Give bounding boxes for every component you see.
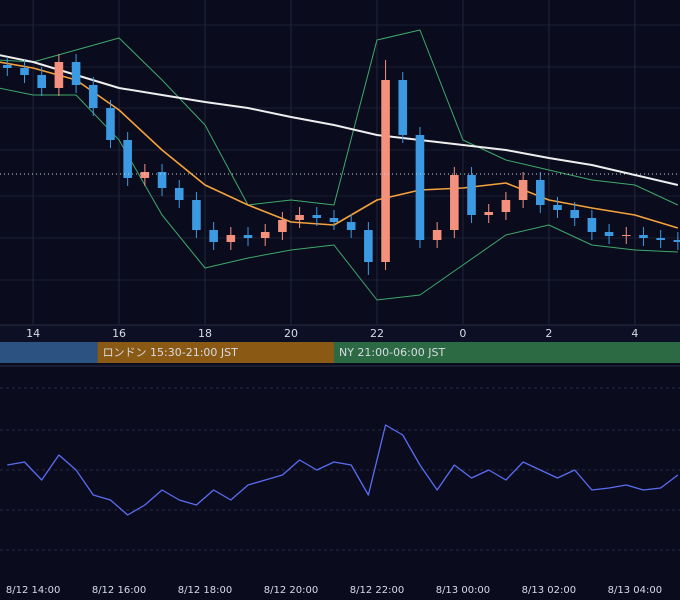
overlay-line xyxy=(0,29,679,206)
x-tick-label: 0 xyxy=(459,327,466,340)
x-tick-label: 8/12 22:00 xyxy=(350,585,404,596)
session-band xyxy=(333,342,680,363)
session-label: ロンドン 15:30-21:00 JST xyxy=(103,346,239,359)
x-tick-label: 2 xyxy=(545,327,552,340)
candle-body xyxy=(587,218,597,232)
candle-body xyxy=(501,200,511,212)
candle-body xyxy=(192,200,201,230)
candle-body xyxy=(140,172,150,178)
candle-body xyxy=(381,80,390,262)
candle-body xyxy=(174,188,184,200)
x-tick-label: 4 xyxy=(631,327,638,340)
axis-strip xyxy=(0,325,680,342)
x-tick-label: 8/12 14:00 xyxy=(6,585,60,596)
candle-body xyxy=(536,180,545,205)
session-band xyxy=(0,342,98,363)
candle-body xyxy=(71,62,81,85)
x-tick-label: 20 xyxy=(284,327,298,340)
candle-body xyxy=(312,215,322,218)
candle-body xyxy=(209,230,218,242)
candle-body xyxy=(54,62,64,88)
session-band xyxy=(97,342,334,363)
x-tick-label: 18 xyxy=(198,327,212,340)
session-label: NY 21:00-06:00 JST xyxy=(339,346,446,359)
candle-body xyxy=(570,210,579,218)
indicator-pane xyxy=(0,387,680,551)
candle-body xyxy=(621,235,631,236)
candle-body xyxy=(518,180,528,200)
candle-body xyxy=(484,212,494,215)
candle-body xyxy=(123,140,132,178)
candle-body xyxy=(398,80,408,135)
candle-body xyxy=(415,135,425,240)
candle-body xyxy=(260,232,270,238)
candle-body xyxy=(346,222,356,230)
x-tick-label: 14 xyxy=(26,327,40,340)
candle-body xyxy=(88,85,98,108)
candle-body xyxy=(467,175,476,215)
x-tick-label: 8/12 20:00 xyxy=(264,585,318,596)
candle-body xyxy=(226,235,236,242)
candle-body xyxy=(553,205,562,210)
candle-body xyxy=(243,235,253,238)
price-pane xyxy=(0,0,680,325)
session-bar: ロンドン 15:30-21:00 JST NY 21:00-06:00 JST xyxy=(0,342,680,363)
candle-body xyxy=(157,172,167,188)
x-tick-label: 16 xyxy=(112,327,126,340)
candle-body xyxy=(106,108,115,140)
candle-body xyxy=(450,175,459,230)
indicator-line xyxy=(7,424,679,516)
candle-body xyxy=(639,235,648,238)
x-tick-label: 8/13 02:00 xyxy=(522,585,576,596)
candle-body xyxy=(364,230,373,262)
x-tick-label: 8/13 00:00 xyxy=(436,585,490,596)
overlay-line xyxy=(0,54,679,186)
x-tick-label: 22 xyxy=(370,327,384,340)
candle-body xyxy=(295,215,304,220)
x-tick-label: 8/12 18:00 xyxy=(178,585,232,596)
candle-body xyxy=(37,75,46,88)
candle-body xyxy=(20,68,29,75)
overlay-line xyxy=(0,87,678,301)
candle-body xyxy=(3,65,12,68)
candle-body xyxy=(278,220,287,232)
x-tick-label: 8/12 16:00 xyxy=(92,585,146,596)
candle-body xyxy=(656,238,665,240)
candle-body xyxy=(432,230,442,240)
x-tick-label: 8/13 04:00 xyxy=(608,585,662,596)
candle-body xyxy=(329,218,339,222)
candle-body xyxy=(604,232,614,236)
candle-body xyxy=(673,240,680,242)
